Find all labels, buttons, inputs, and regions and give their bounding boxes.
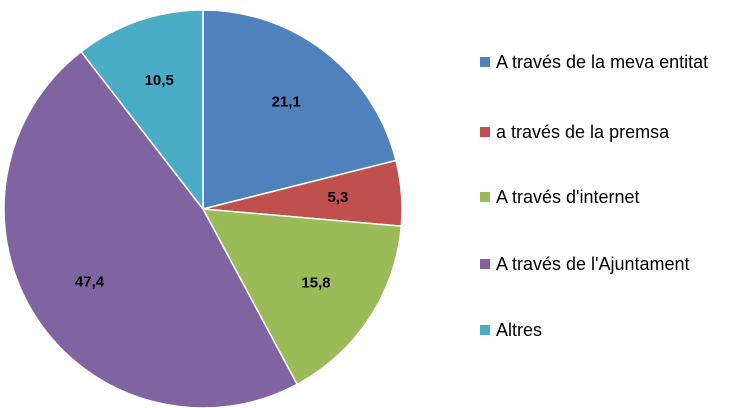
pie-slice (3, 50, 299, 408)
legend-label: A través de l'Ajuntament (496, 254, 690, 274)
legend-item: Altres (480, 318, 748, 342)
legend-swatch (480, 127, 490, 137)
legend-swatch (480, 325, 490, 335)
data-label: 10,5 (145, 72, 174, 89)
legend-label: A través d'internet (496, 187, 640, 207)
legend-swatch (480, 192, 490, 202)
data-label: 15,8 (301, 274, 330, 291)
legend-item: a través de la premsa (480, 120, 748, 144)
legend-item: A través de la meva entitat (480, 50, 710, 74)
pie-slice (201, 208, 403, 386)
legend-item: A través d'internet (480, 185, 748, 209)
legend-item: A través de l'Ajuntament (480, 252, 748, 276)
pie-slice (202, 9, 397, 210)
data-label: 5,3 (327, 189, 348, 206)
legend-swatch (480, 57, 490, 67)
legend-label: a través de la premsa (496, 122, 670, 142)
data-label: 47,4 (75, 274, 105, 291)
legend-label: A través de la meva entitat (496, 52, 709, 72)
legend-label: Altres (496, 320, 543, 340)
pie-slice (80, 9, 204, 212)
legend-swatch (480, 259, 490, 269)
data-label: 21,1 (272, 93, 301, 110)
